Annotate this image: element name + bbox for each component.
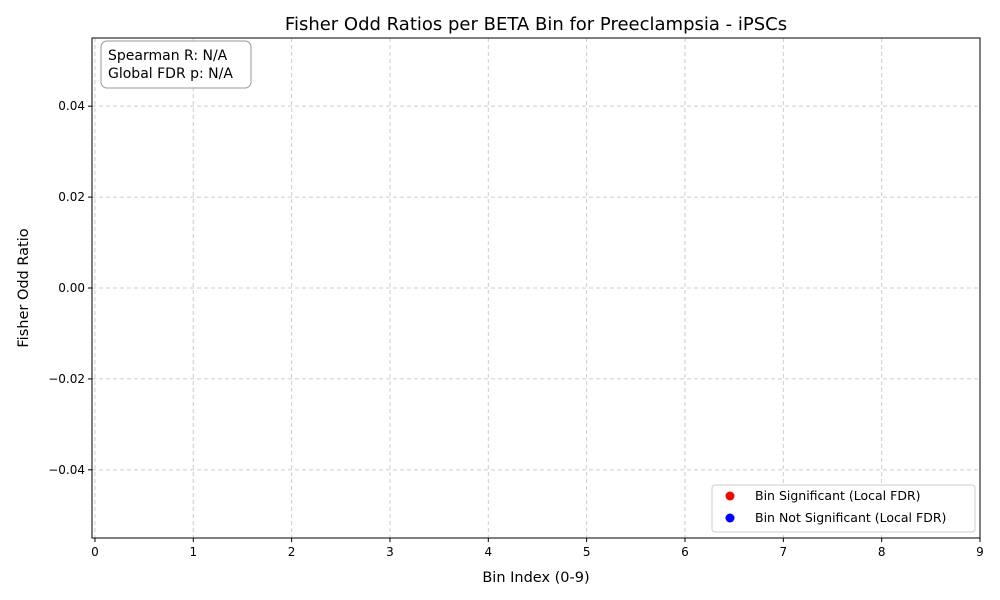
x-tick-label: 2	[288, 545, 296, 559]
x-tick-label: 3	[386, 545, 394, 559]
spearman-r-text: Spearman R: N/A	[108, 48, 228, 64]
x-tick-label: 7	[780, 545, 788, 559]
y-tick-label: −0.02	[48, 372, 85, 386]
x-tick-label: 5	[583, 545, 591, 559]
legend-marker-significant	[725, 491, 735, 501]
x-tick-label: 8	[878, 545, 886, 559]
x-axis-title: Bin Index (0-9)	[482, 570, 589, 586]
legend: Bin Significant (Local FDR) Bin Not Sign…	[711, 484, 976, 533]
x-tick-label: 9	[976, 545, 984, 559]
y-tick-label: 0.02	[58, 190, 85, 204]
x-tick-label: 6	[681, 545, 689, 559]
y-tick-label: 0.04	[58, 99, 85, 113]
legend-label-significant: Bin Significant (Local FDR)	[755, 488, 921, 503]
y-axis-ticks: −0.04 −0.02 0.00 0.02 0.04	[48, 99, 92, 477]
y-tick-label: 0.00	[58, 281, 85, 295]
y-tick-label: −0.04	[48, 463, 85, 477]
global-fdr-text: Global FDR p: N/A	[108, 66, 233, 82]
y-axis-title: Fisher Odd Ratio	[16, 228, 32, 347]
legend-marker-not-significant	[725, 513, 735, 523]
stats-box-background	[100, 40, 252, 89]
x-axis-ticks: 0 1 2 3 4 5 6 7 8 9	[91, 538, 984, 559]
legend-label-not-significant: Bin Not Significant (Local FDR)	[755, 510, 946, 525]
stats-annotation-box: Spearman R: N/A Global FDR p: N/A	[100, 40, 252, 89]
legend-box	[711, 484, 976, 533]
x-tick-label: 0	[91, 545, 99, 559]
x-tick-label: 4	[484, 545, 492, 559]
x-tick-label: 1	[189, 545, 197, 559]
chart-title: Fisher Odd Ratios per BETA Bin for Preec…	[285, 14, 787, 35]
